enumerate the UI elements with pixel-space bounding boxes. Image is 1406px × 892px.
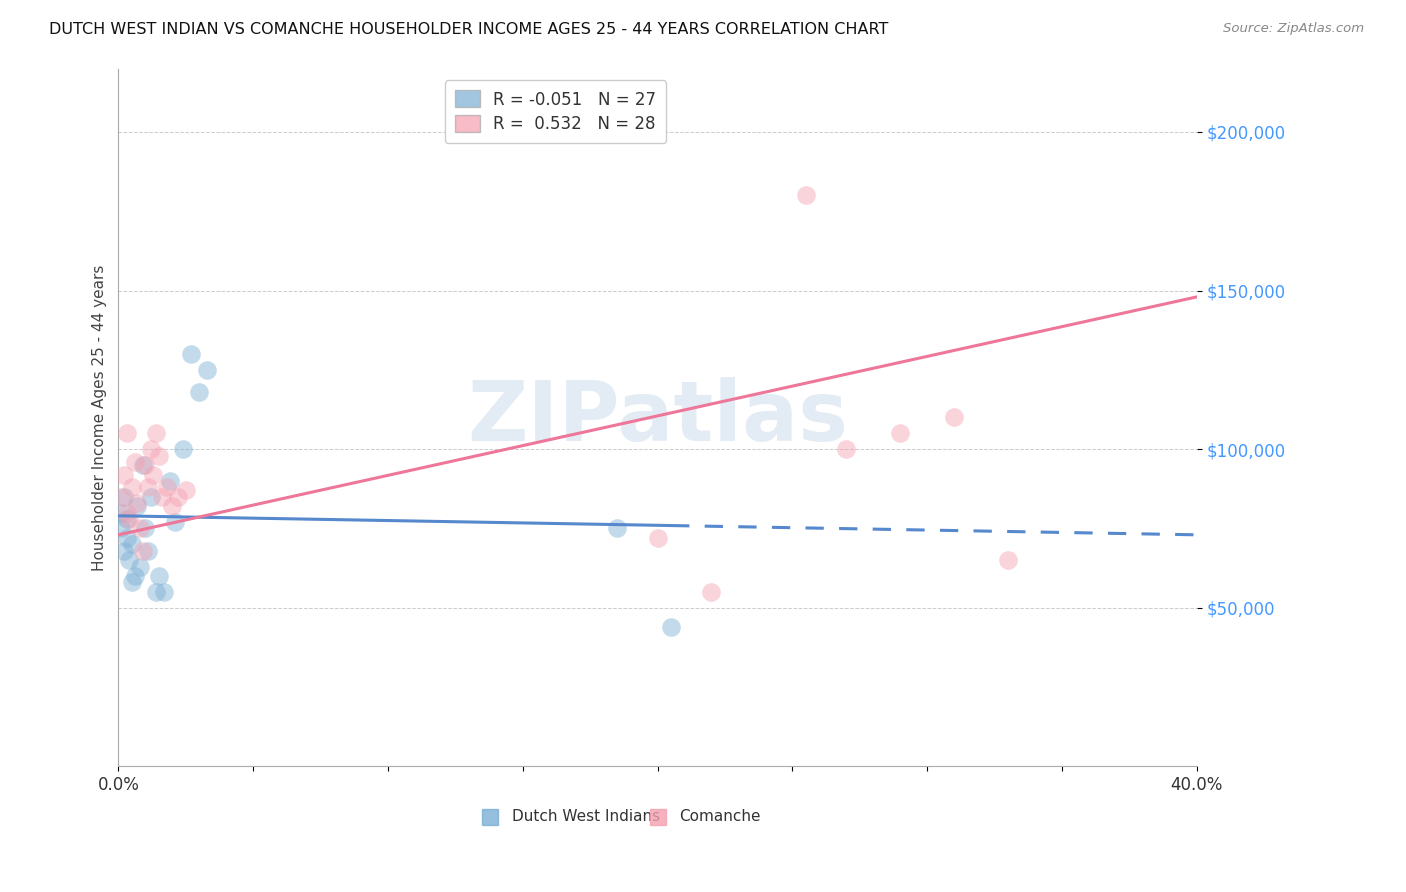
Point xyxy=(136,543,159,558)
Point xyxy=(700,585,723,599)
Point xyxy=(139,490,162,504)
Point xyxy=(165,515,187,529)
Point xyxy=(162,500,184,514)
Text: Comanche: Comanche xyxy=(679,809,761,824)
Point xyxy=(150,490,173,504)
Point xyxy=(606,521,628,535)
Text: Dutch West Indians: Dutch West Indians xyxy=(512,809,661,824)
Point xyxy=(131,543,153,558)
Point xyxy=(127,496,149,510)
Point xyxy=(188,385,211,400)
Point xyxy=(174,483,197,498)
Text: ZIPatlas: ZIPatlas xyxy=(467,377,848,458)
Point xyxy=(156,480,179,494)
Text: DUTCH WEST INDIAN VS COMANCHE HOUSEHOLDER INCOME AGES 25 - 44 YEARS CORRELATION : DUTCH WEST INDIAN VS COMANCHE HOUSEHOLDE… xyxy=(49,22,889,37)
Point xyxy=(997,553,1019,567)
Point xyxy=(124,569,146,583)
Point xyxy=(129,559,152,574)
Point xyxy=(943,410,966,425)
Point xyxy=(145,585,167,599)
Point xyxy=(129,521,152,535)
Point xyxy=(139,442,162,457)
Point xyxy=(110,506,132,520)
Point xyxy=(134,458,156,472)
Point xyxy=(124,455,146,469)
Point xyxy=(115,506,138,520)
Point xyxy=(115,512,138,526)
Point xyxy=(647,531,669,545)
Point xyxy=(118,512,141,526)
Point xyxy=(110,490,132,504)
Point xyxy=(112,467,135,482)
Point xyxy=(197,363,219,377)
Point xyxy=(110,521,132,535)
Y-axis label: Householder Income Ages 25 - 44 years: Householder Income Ages 25 - 44 years xyxy=(93,264,107,571)
Point xyxy=(794,188,817,202)
Point xyxy=(121,480,143,494)
Point xyxy=(118,553,141,567)
Point xyxy=(121,575,143,590)
Point xyxy=(127,500,149,514)
Point xyxy=(145,426,167,441)
Point xyxy=(148,569,170,583)
Point xyxy=(136,480,159,494)
Point xyxy=(112,543,135,558)
Point xyxy=(180,347,202,361)
Legend: R = -0.051   N = 27, R =  0.532   N = 28: R = -0.051 N = 27, R = 0.532 N = 28 xyxy=(444,80,666,144)
Point xyxy=(835,442,858,457)
Point xyxy=(659,620,682,634)
Point xyxy=(115,426,138,441)
Point xyxy=(889,426,911,441)
Point xyxy=(134,521,156,535)
Point xyxy=(148,449,170,463)
Point xyxy=(112,490,135,504)
Point xyxy=(159,474,181,488)
Point xyxy=(121,537,143,551)
Point xyxy=(166,490,188,504)
Point xyxy=(115,531,138,545)
Point xyxy=(131,458,153,472)
Point xyxy=(142,467,165,482)
Point xyxy=(153,585,176,599)
Text: Source: ZipAtlas.com: Source: ZipAtlas.com xyxy=(1223,22,1364,36)
Point xyxy=(172,442,194,457)
